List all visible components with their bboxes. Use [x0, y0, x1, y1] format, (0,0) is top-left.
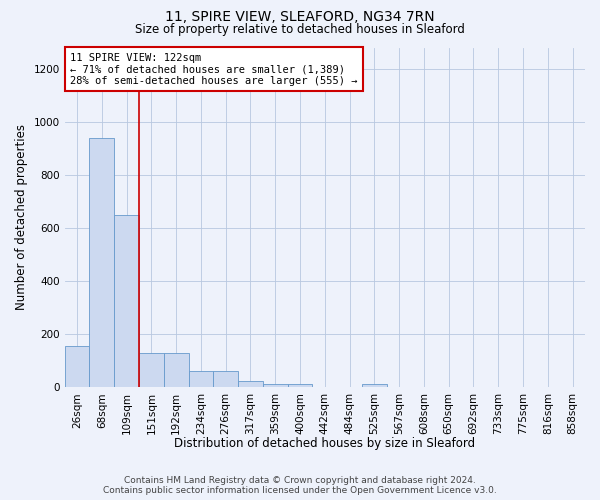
Bar — [139, 352, 164, 387]
X-axis label: Distribution of detached houses by size in Sleaford: Distribution of detached houses by size … — [174, 437, 475, 450]
Text: Contains HM Land Registry data © Crown copyright and database right 2024.
Contai: Contains HM Land Registry data © Crown c… — [103, 476, 497, 495]
Bar — [362, 384, 387, 387]
Text: 11, SPIRE VIEW, SLEAFORD, NG34 7RN: 11, SPIRE VIEW, SLEAFORD, NG34 7RN — [165, 10, 435, 24]
Bar — [89, 138, 114, 387]
Text: 11 SPIRE VIEW: 122sqm
← 71% of detached houses are smaller (1,389)
28% of semi-d: 11 SPIRE VIEW: 122sqm ← 71% of detached … — [70, 52, 358, 86]
Text: Size of property relative to detached houses in Sleaford: Size of property relative to detached ho… — [135, 22, 465, 36]
Bar — [263, 384, 287, 387]
Bar — [214, 372, 238, 387]
Bar — [164, 352, 188, 387]
Bar — [287, 384, 313, 387]
Y-axis label: Number of detached properties: Number of detached properties — [15, 124, 28, 310]
Bar — [114, 214, 139, 387]
Bar — [65, 346, 89, 387]
Bar — [188, 372, 214, 387]
Bar — [238, 380, 263, 387]
